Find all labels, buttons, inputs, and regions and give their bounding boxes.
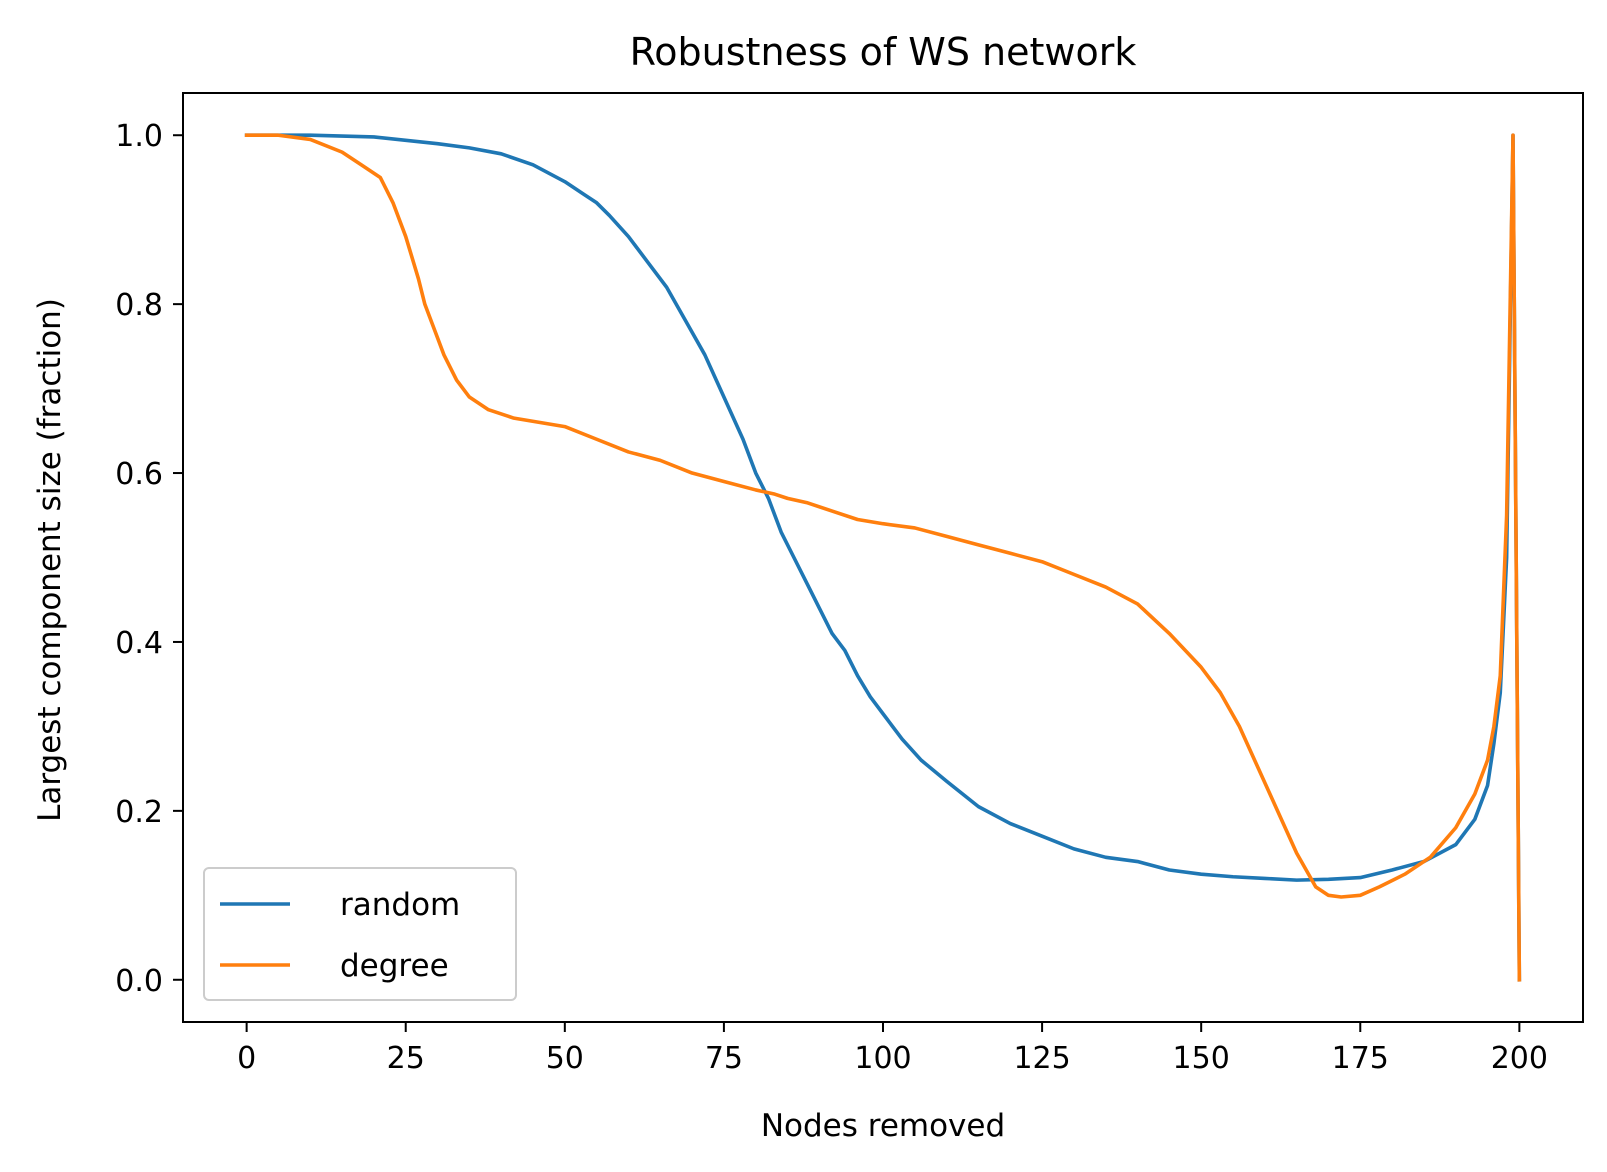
y-tick-label: 0.2 [115, 795, 163, 830]
y-axis: 0.0 0.2 0.4 0.6 0.8 1.0 [115, 119, 183, 999]
y-tick-label: 1.0 [115, 119, 163, 154]
x-tick-label: 0 [237, 1041, 256, 1076]
series-line-random [244, 133, 1522, 982]
legend: random degree [203, 867, 517, 1001]
chart-title: Robustness of WS network [630, 30, 1137, 74]
series-line-degree [244, 133, 1522, 982]
x-tick-label: 25 [387, 1041, 425, 1076]
x-tick-label: 50 [546, 1041, 584, 1076]
legend-box [203, 867, 517, 1001]
x-tick-label: 75 [705, 1041, 743, 1076]
x-axis-label: Nodes removed [761, 1108, 1005, 1144]
x-tick-label: 125 [1013, 1041, 1070, 1076]
x-tick-label: 100 [854, 1041, 911, 1076]
x-tick-label: 150 [1173, 1041, 1230, 1076]
x-tick-label: 175 [1332, 1041, 1389, 1076]
legend-label-degree: degree [340, 948, 449, 984]
x-tick-label: 200 [1491, 1041, 1548, 1076]
x-axis: 0 25 50 75 100 125 150 175 200 [237, 1022, 1548, 1076]
legend-label-random: random [340, 887, 460, 923]
y-tick-label: 0.8 [115, 288, 163, 323]
y-tick-label: 0.6 [115, 457, 163, 492]
y-axis-label: Largest component size (fraction) [32, 298, 68, 822]
y-tick-label: 0.4 [115, 626, 163, 661]
y-tick-label: 0.0 [115, 964, 163, 999]
